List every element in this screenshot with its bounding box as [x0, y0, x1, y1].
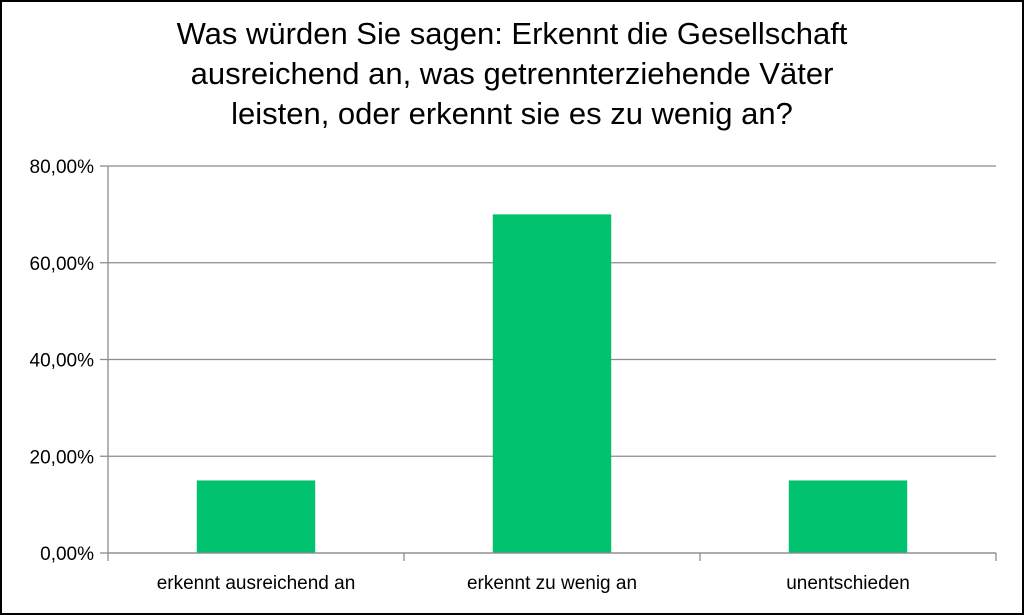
y-tick-label: 20,00%: [30, 447, 95, 468]
y-tick-label: 80,00%: [30, 157, 95, 178]
x-category-label: erkennt zu wenig an: [467, 573, 637, 594]
y-tick-label: 40,00%: [30, 351, 95, 372]
bar: [788, 480, 908, 553]
chart-title: Was würden Sie sagen: Erkennt die Gesell…: [0, 14, 1024, 134]
chart-title-line-3: leisten, oder erkennt sie es zu wenig an…: [231, 96, 793, 131]
bar: [492, 214, 612, 553]
y-tick-label: 60,00%: [30, 254, 95, 275]
chart-title-line-1: Was würden Sie sagen: Erkennt die Gesell…: [176, 16, 848, 51]
x-category-label: unentschieden: [786, 573, 910, 594]
y-tick-label: 0,00%: [40, 544, 94, 565]
bar: [196, 480, 316, 553]
x-category-label: erkennt ausreichend an: [157, 573, 356, 594]
chart-title-line-2: ausreichend an, was getrennterziehende V…: [190, 56, 834, 91]
